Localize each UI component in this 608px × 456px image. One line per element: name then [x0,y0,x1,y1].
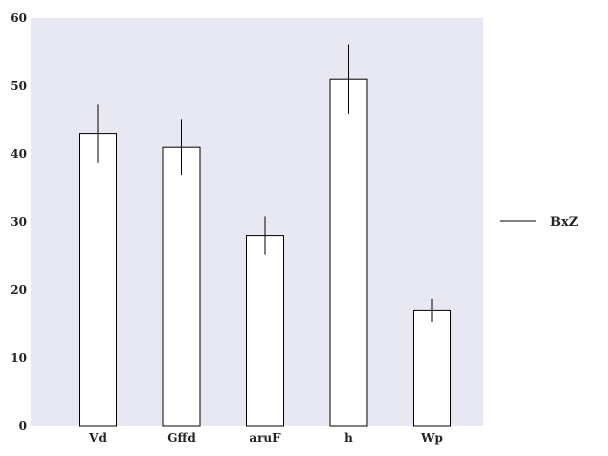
bar-Gffd [162,146,201,427]
x-tick-label: h [344,431,353,445]
y-axis-ticks: 0 10 20 30 40 50 60 [10,11,27,433]
bar-Wp [413,309,451,427]
x-tick-label: Gffd [167,431,196,445]
y-tick-label: 10 [10,351,27,365]
x-tick-label: aruF [249,431,281,445]
y-tick-label: 0 [19,419,27,433]
y-tick-label: 60 [10,11,27,25]
bar-Vd [79,133,117,427]
x-tick-label: Wp [420,431,443,445]
legend: BxZ [500,215,579,230]
legend-label: BxZ [550,215,579,230]
y-tick-label: 50 [10,79,27,93]
x-tick-label: Vd [88,431,107,445]
y-tick-label: 30 [10,215,27,229]
bar-h [329,78,368,427]
y-tick-label: 20 [10,283,27,297]
error-bars-group [97,44,433,322]
bar-aruF [246,235,284,427]
y-tick-label: 40 [10,147,27,161]
bars-group [79,78,451,427]
x-axis-ticks: Vd Gffd aruF h Wp [88,431,443,445]
